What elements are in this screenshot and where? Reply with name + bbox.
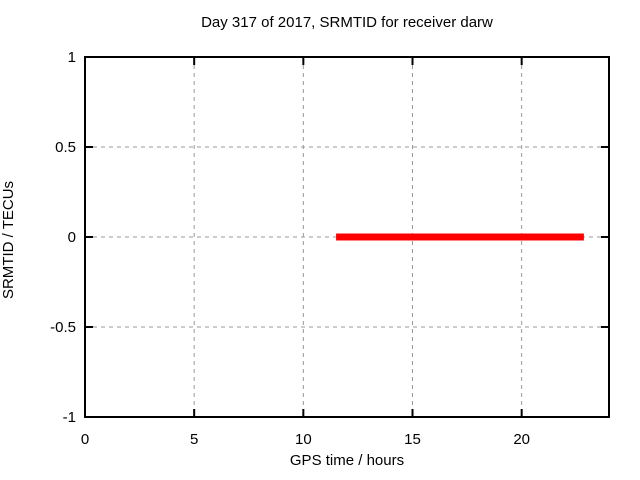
- y-tick-label: 0: [68, 229, 76, 246]
- y-axis-label: SRMTID / TECUs: [0, 180, 17, 300]
- y-tick-label: -0.5: [50, 319, 76, 336]
- x-tick-label: 20: [513, 431, 530, 448]
- chart-title: Day 317 of 2017, SRMTID for receiver dar…: [201, 14, 493, 31]
- x-tick-label: 0: [81, 431, 89, 448]
- y-tick-label: 1: [68, 49, 76, 66]
- y-tick-label: -1: [63, 409, 76, 426]
- x-tick-label: 5: [190, 431, 198, 448]
- x-axis-label: GPS time / hours: [289, 452, 405, 469]
- x-tick-label: 10: [295, 431, 312, 448]
- x-tick-label: 15: [404, 431, 421, 448]
- y-tick-label: 0.5: [55, 139, 76, 156]
